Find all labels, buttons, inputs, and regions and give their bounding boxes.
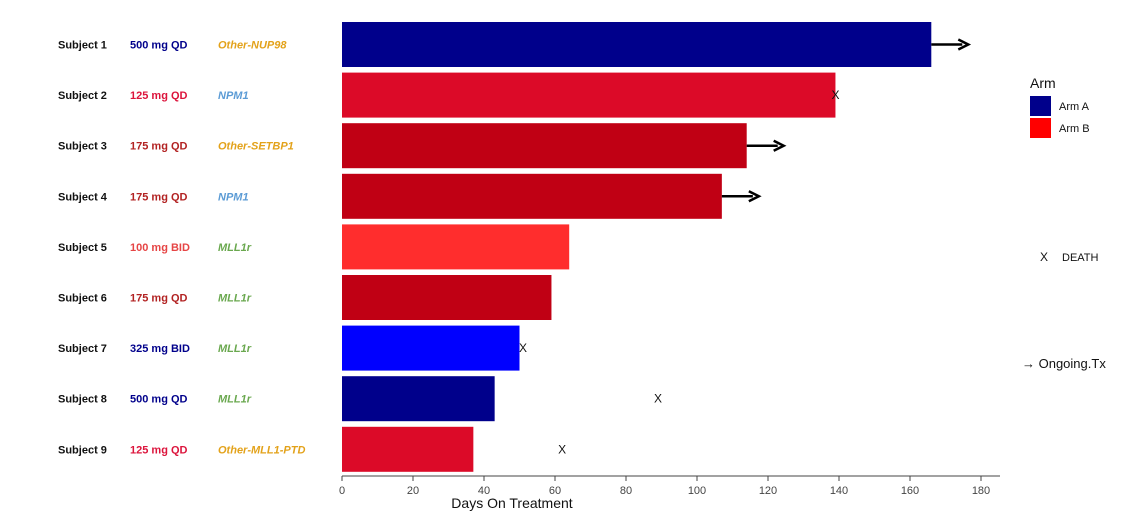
death-marker: X: [519, 341, 527, 355]
row-dose-label: 500 mg QD: [130, 394, 188, 406]
legend-label-arm-a: Arm A: [1059, 101, 1090, 113]
legend: Arm Arm A Arm B X DEATH → Ongoing.Tx: [1022, 75, 1106, 371]
x-tick-label: 0: [339, 485, 345, 497]
x-tick-label: 120: [759, 485, 777, 497]
x-axis: 0 20 40 60 80 100 120 140 160 180: [339, 475, 1000, 497]
row-subject-label: Subject 9: [58, 444, 107, 456]
legend-swatch-arm-b: [1030, 118, 1051, 138]
x-tick-label: 100: [688, 485, 706, 497]
x-tick-label: 80: [620, 485, 632, 497]
bar: [342, 275, 552, 320]
row-subject-label: Subject 1: [58, 40, 107, 52]
x-tick-label: 140: [830, 485, 848, 497]
x-tick-label: 160: [901, 485, 919, 497]
row-dose-label: 175 mg QD: [130, 141, 188, 153]
legend-death-marker: X: [1040, 250, 1048, 264]
row-mutation-label: Other-SETBP1: [218, 141, 294, 153]
row-subject-label: Subject 6: [58, 293, 107, 305]
x-tick-label: 20: [407, 485, 419, 497]
bar: [342, 224, 570, 270]
bar: [342, 376, 495, 422]
row-mutation-label: Other-NUP98: [218, 40, 287, 52]
row-subject-label: Subject 5: [58, 242, 107, 254]
bar: [342, 123, 747, 169]
x-tick-label: 60: [549, 485, 561, 497]
row-dose-label: 500 mg QD: [130, 40, 188, 52]
ongoing-arrow-head: [773, 139, 787, 152]
row-dose-label: 325 mg BID: [130, 343, 190, 355]
row-mutation-label: MLL1r: [218, 293, 252, 305]
row-subject-label: Subject 4: [58, 191, 108, 203]
bar: [342, 22, 932, 67]
death-marker: X: [654, 392, 662, 406]
x-axis-title: Days On Treatment: [451, 495, 572, 511]
bar: [342, 325, 520, 371]
bar: [342, 426, 474, 472]
legend-death-label: DEATH: [1062, 252, 1099, 264]
ongoing-arrow-head: [748, 190, 762, 203]
legend-swatch-arm-a: [1030, 96, 1051, 116]
row-dose-label: 100 mg BID: [130, 242, 190, 254]
row-subject-label: Subject 3: [58, 141, 107, 153]
row-subject-label: Subject 2: [58, 90, 107, 102]
row-mutation-label: MLL1r: [218, 242, 252, 254]
row-mutation-label: NPM1: [218, 191, 249, 203]
legend-title: Arm: [1030, 75, 1056, 91]
x-tick-label: 180: [972, 485, 990, 497]
death-marker: X: [558, 442, 566, 456]
row-subject-label: Subject 8: [58, 394, 107, 406]
row-mutation-label: Other-MLL1-PTD: [218, 444, 305, 456]
bar: [342, 72, 836, 118]
bars: [342, 22, 932, 472]
row-mutation-label: NPM1: [218, 90, 249, 102]
row-dose-label: 175 mg QD: [130, 191, 188, 203]
row-mutation-label: MLL1r: [218, 343, 252, 355]
death-marker: X: [831, 88, 839, 102]
row-dose-label: 125 mg QD: [130, 90, 188, 102]
legend-label-arm-b: Arm B: [1059, 123, 1090, 135]
row-subject-label: Subject 7: [58, 343, 107, 355]
markers: X X X X: [519, 38, 972, 456]
legend-ongoing-label: → Ongoing.Tx: [1022, 356, 1106, 371]
row-dose-label: 175 mg QD: [130, 293, 188, 305]
row-dose-label: 125 mg QD: [130, 444, 188, 456]
bar: [342, 173, 722, 219]
ongoing-arrow-head: [957, 38, 972, 51]
row-mutation-label: MLL1r: [218, 394, 252, 406]
row-labels: Subject 1 500 mg QD Other-NUP98 Subject 2 12…: [58, 40, 305, 457]
x-tick-label: 40: [478, 485, 490, 497]
